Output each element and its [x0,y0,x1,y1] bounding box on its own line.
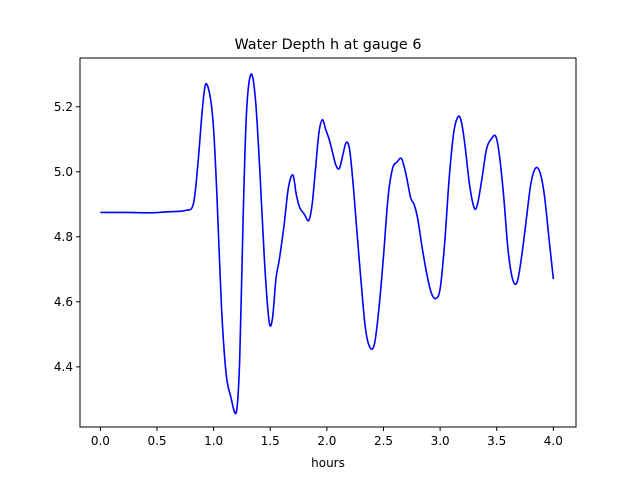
x-tick-label: 0.0 [91,434,110,448]
chart-title: Water Depth h at gauge 6 [234,37,421,53]
x-tick-label: 0.5 [147,434,166,448]
x-tick-label: 3.5 [487,434,506,448]
series-line-water-depth [100,73,555,415]
ticks: 0.0 0.5 1.0 1.5 2.0 2.5 3.0 3.5 4.0 4.4 4.6 4.8 5.0 5… [54,100,563,448]
x-tick-label: 2.5 [374,434,393,448]
y-tick-label: 4.4 [54,360,73,374]
x-tick-label: 2.0 [317,434,336,448]
x-tick-label: 1.5 [261,434,280,448]
x-tick-label: 3.0 [431,434,450,448]
y-tick-label: 5.0 [54,165,73,179]
x-tick-label: 4.0 [544,434,563,448]
y-tick-label: 4.8 [54,230,73,244]
x-tick-label: 1.0 [204,434,223,448]
y-tick-label: 5.2 [54,100,73,114]
series-layer [100,73,555,415]
plot-frame [79,57,577,428]
y-tick-label: 4.6 [54,295,73,309]
x-axis-label: hours [311,456,345,470]
